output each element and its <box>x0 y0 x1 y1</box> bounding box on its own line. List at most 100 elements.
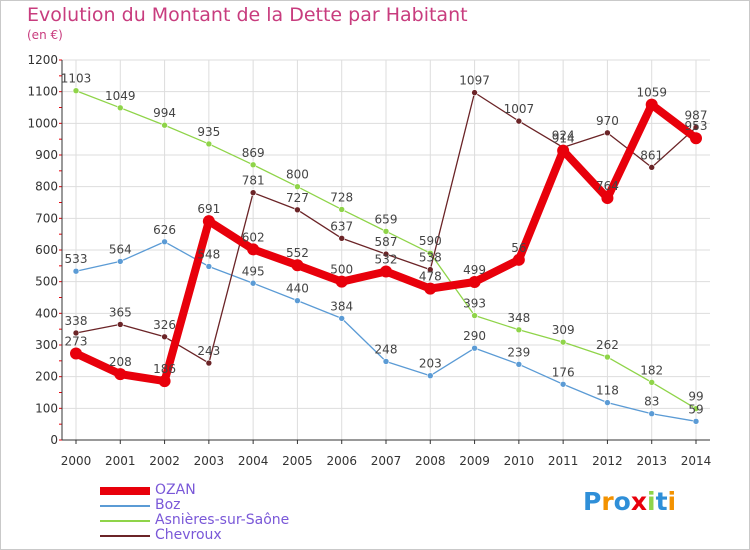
data-label-boz: 59 <box>688 402 703 416</box>
x-tick-label: 2014 <box>681 454 712 468</box>
y-tick-label: 600 <box>35 243 58 257</box>
data-label-chevroux: 326 <box>153 318 176 332</box>
data-point-asni-res-sur-sa-ne <box>692 405 700 412</box>
logo-letter: i <box>647 487 656 516</box>
data-label-ozan: 691 <box>197 202 220 216</box>
data-label-ozan: 953 <box>685 119 708 133</box>
x-tick-label: 2012 <box>592 454 623 468</box>
data-point-boz <box>338 315 346 322</box>
x-tick-label: 2000 <box>61 454 92 468</box>
logo-letter: P <box>583 487 602 516</box>
data-point-asni-res-sur-sa-ne <box>382 228 390 235</box>
data-label-ozan: 499 <box>463 263 486 277</box>
data-point-ozan <box>335 275 348 288</box>
data-point-asni-res-sur-sa-ne <box>161 121 168 129</box>
data-point-ozan <box>557 144 570 157</box>
axes: 0 100 200 300 400 500 600 700 800 900 1000 1100 1200… <box>27 53 711 468</box>
y-tick-label: 700 <box>35 211 58 225</box>
data-label-asni-res-sur-sa-ne: 309 <box>552 323 575 337</box>
y-tick-label: 400 <box>35 306 58 320</box>
legend-swatch-ozan <box>100 487 150 495</box>
data-label-chevroux: 243 <box>197 344 220 358</box>
data-point-boz <box>72 267 80 275</box>
x-tick-label: 2009 <box>459 454 490 468</box>
data-point-asni-res-sur-sa-ne <box>604 353 611 361</box>
data-point-asni-res-sur-sa-ne <box>72 87 80 95</box>
data-point-chevroux <box>692 124 700 131</box>
data-point-ozan <box>70 347 82 360</box>
data-label-boz: 533 <box>65 252 88 266</box>
legend-swatch-chevroux <box>100 535 150 537</box>
x-tick-label: 2011 <box>548 454 579 468</box>
data-point-asni-res-sur-sa-ne <box>559 338 567 346</box>
logo-letter: o <box>613 487 631 516</box>
data-point-ozan <box>645 98 658 111</box>
data-label-asni-res-sur-sa-ne: 99 <box>688 390 703 404</box>
logo-letter: t <box>655 487 668 516</box>
data-label-ozan: 552 <box>286 246 309 260</box>
x-tick-label: 2010 <box>504 454 535 468</box>
y-tick-label: 900 <box>35 148 58 162</box>
data-point-ozan <box>601 192 614 205</box>
data-label-boz: 83 <box>644 395 659 409</box>
data-label-asni-res-sur-sa-ne: 869 <box>242 146 265 160</box>
data-point-chevroux <box>604 129 611 137</box>
data-label-chevroux: 338 <box>65 314 88 328</box>
data-point-ozan <box>380 265 392 278</box>
y-tick-label: 200 <box>35 370 58 384</box>
x-tick-label: 2005 <box>282 454 313 468</box>
data-label-ozan: 500 <box>330 263 353 277</box>
data-point-asni-res-sur-sa-ne <box>294 183 301 190</box>
legend-item-boz: Boz <box>100 498 360 513</box>
data-label-boz: 626 <box>153 223 176 237</box>
data-point-boz <box>426 372 434 380</box>
data-label-boz: 440 <box>286 282 309 296</box>
data-label-asni-res-sur-sa-ne: 935 <box>197 125 220 139</box>
data-point-chevroux <box>116 321 124 328</box>
data-label-ozan: 56 <box>511 241 526 255</box>
data-label-chevroux: 781 <box>242 174 265 188</box>
y-tick-label: 1200 <box>27 53 58 67</box>
data-label-chevroux: 970 <box>596 114 619 128</box>
data-point-ozan <box>158 375 171 388</box>
data-point-boz <box>559 380 567 388</box>
data-label-chevroux: 861 <box>640 148 663 162</box>
data-point-ozan <box>291 259 304 272</box>
data-point-chevroux <box>382 250 390 258</box>
data-point-ozan <box>468 275 481 288</box>
data-label-boz: 176 <box>552 365 575 379</box>
data-label-chevroux: 727 <box>286 191 309 205</box>
data-point-boz <box>604 399 611 406</box>
chart-title: Evolution du Montant de la Dette par Hab… <box>27 4 468 26</box>
data-label-ozan: 186 <box>153 362 176 376</box>
data-point-chevroux <box>72 329 80 337</box>
data-label-boz: 239 <box>507 345 530 359</box>
data-point-asni-res-sur-sa-ne <box>648 379 656 386</box>
legend-swatch-asnieres <box>100 520 150 522</box>
data-label-asni-res-sur-sa-ne: 994 <box>153 106 176 120</box>
data-label-chevroux: 1007 <box>504 102 535 116</box>
data-point-chevroux <box>338 234 346 242</box>
data-label-ozan: 602 <box>242 230 265 244</box>
data-point-chevroux <box>294 206 301 214</box>
legend-label-ozan: OZAN <box>155 482 196 498</box>
logo-letter: r <box>601 487 614 516</box>
legend-item-chevroux: Chevroux <box>100 528 360 543</box>
data-point-boz <box>161 238 168 246</box>
data-point-asni-res-sur-sa-ne <box>205 140 213 148</box>
data-point-asni-res-sur-sa-ne <box>426 249 434 257</box>
data-label-chevroux: 365 <box>109 305 132 319</box>
data-label-asni-res-sur-sa-ne: 182 <box>640 363 663 377</box>
x-tick-label: 2007 <box>371 454 402 468</box>
data-label-ozan: 532 <box>375 253 398 267</box>
data-point-boz <box>471 344 478 352</box>
legend-label-asnieres: Asnières-sur-Saône <box>155 512 290 528</box>
data-label-chevroux: 637 <box>330 219 353 233</box>
proxiti-logo: Proxiti <box>583 487 676 516</box>
y-tick-label: 500 <box>35 275 58 289</box>
data-label-boz: 290 <box>463 329 486 343</box>
data-label-boz: 564 <box>109 242 132 256</box>
data-label-chevroux: 1097 <box>459 74 490 88</box>
data-label-asni-res-sur-sa-ne: 800 <box>286 168 309 182</box>
data-label-ozan: 914 <box>552 132 575 146</box>
